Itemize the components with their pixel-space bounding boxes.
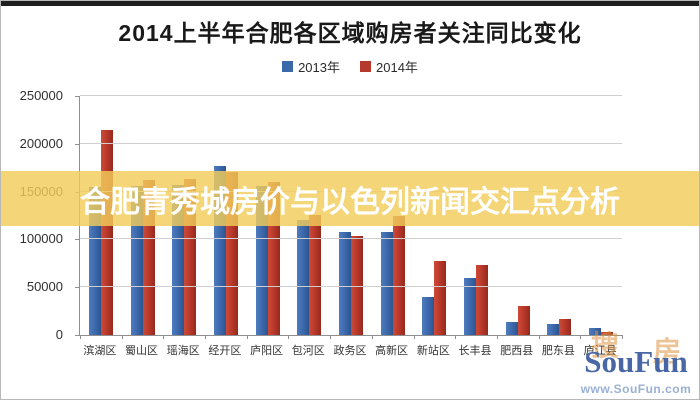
- overlay-banner-text: 合肥青秀城房价与以色列新闻交汇点分析: [80, 185, 620, 219]
- bar-group: [580, 96, 622, 335]
- x-axis-label: 长丰县: [458, 345, 492, 357]
- x-axis-tick: [246, 335, 248, 339]
- x-axis-tick: [330, 335, 332, 339]
- bar-2014年: [100, 130, 113, 335]
- x-axis-tick: [80, 335, 81, 339]
- watermark-cn-char-1: 搜: [591, 330, 620, 361]
- bar-2014年: [559, 318, 572, 335]
- legend-label-2014: 2014年: [376, 59, 418, 75]
- x-axis-tick: [413, 335, 415, 339]
- bar-group: [497, 96, 539, 335]
- x-axis-label: 滨湖区: [83, 345, 117, 357]
- bar-group: [455, 96, 497, 335]
- x-axis-labels: 滨湖区 蜀山区 瑶海区 经开区 庐阳区 包河区 政务区 高新区 新站区 长丰县 肥西县 肥东县 庐江县: [79, 342, 621, 358]
- bar-2013年: [422, 296, 435, 335]
- x-axis-label: 肥西县: [500, 345, 534, 357]
- x-axis-label: 瑶海区: [166, 345, 200, 357]
- bar-2013年: [547, 323, 560, 335]
- bar-group: [372, 96, 414, 335]
- y-axis-tick-label: 50000: [26, 279, 63, 295]
- x-axis-tick: [288, 335, 290, 339]
- x-axis-label: 庐阳区: [250, 345, 284, 357]
- y-axis-tick-label: 250000: [19, 88, 63, 103]
- x-axis-label: 高新区: [375, 345, 409, 357]
- gridline: [80, 286, 622, 288]
- bar-2014年: [476, 265, 489, 335]
- y-axis-tick: [75, 335, 80, 336]
- x-axis-tick: [496, 335, 498, 339]
- legend-item-2014: 2014年: [360, 57, 418, 76]
- y-axis-tick: [75, 239, 80, 241]
- y-axis-tick-label: 200000: [19, 135, 63, 151]
- bar-2013年: [297, 220, 310, 335]
- bar-2014年: [434, 261, 447, 335]
- bar-2013年: [464, 277, 477, 335]
- watermark-cn-char-2: 房: [653, 336, 682, 367]
- bar-2013年: [589, 328, 602, 335]
- bar-2014年: [350, 235, 363, 335]
- x-axis-label: 肥东县: [541, 345, 575, 357]
- legend-swatch-2014: [360, 60, 371, 72]
- chart-title: 2014上半年合肥各区域购房者关注同比变化: [118, 20, 582, 46]
- watermark-logo-text: SouFun: [584, 344, 688, 379]
- bar-group: [330, 96, 372, 335]
- x-axis-tick: [455, 335, 457, 339]
- bar-2013年: [380, 231, 393, 335]
- gridline: [80, 95, 622, 96]
- x-axis-label: 蜀山区: [125, 345, 159, 357]
- gridline: [80, 142, 622, 144]
- gridline: [80, 238, 622, 240]
- x-axis-tick: [371, 335, 373, 339]
- y-axis-tick: [75, 96, 80, 97]
- bar-2014年: [601, 332, 614, 335]
- x-axis-tick: [121, 335, 123, 339]
- x-axis-tick: [205, 335, 207, 339]
- legend-item-2013: 2013年: [282, 57, 340, 76]
- bar-group: [414, 96, 456, 335]
- bar-2013年: [338, 231, 351, 335]
- legend: 2013年 2014年: [1, 57, 699, 76]
- x-axis-tick: [580, 335, 582, 339]
- bar-2014年: [392, 215, 405, 335]
- x-axis-label: 庐江县: [583, 345, 617, 357]
- x-axis-tick: [538, 335, 540, 339]
- overlay-banner: 合肥青秀城房价与以色列新闻交汇点分析: [1, 171, 699, 226]
- y-axis-tick-label: 0: [55, 327, 63, 342]
- bar-2014年: [309, 214, 322, 335]
- legend-label-2013: 2013年: [298, 59, 340, 75]
- y-axis-tick-label: 100000: [19, 231, 63, 247]
- y-axis-tick: [75, 143, 80, 145]
- x-axis-label: 包河区: [291, 345, 325, 357]
- x-axis-label: 经开区: [208, 345, 242, 357]
- bar-group: [288, 96, 330, 335]
- watermark-url: www.SouFun.com: [580, 382, 692, 396]
- bar-2014年: [517, 306, 530, 335]
- bar-group: [539, 96, 581, 335]
- legend-swatch-2013: [282, 60, 294, 72]
- top-dark-strip: [1, 1, 699, 6]
- x-axis-label: 新站区: [416, 345, 450, 357]
- y-axis-tick: [75, 287, 80, 289]
- bar-2013年: [505, 321, 518, 335]
- x-axis-tick: [163, 335, 165, 339]
- x-axis-label: 政务区: [333, 345, 367, 357]
- x-axis-tick: [622, 335, 623, 339]
- soufun-watermark: 搜 房 SouFun www.SouFun.com: [577, 328, 695, 396]
